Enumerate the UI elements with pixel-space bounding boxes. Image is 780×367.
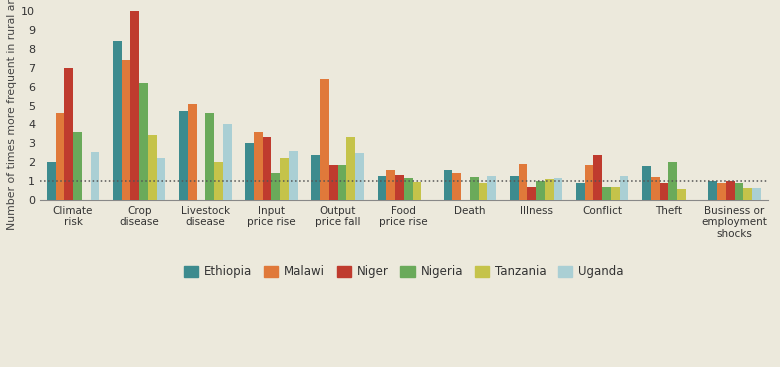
Bar bbox=[47, 162, 55, 200]
Bar bbox=[708, 181, 717, 200]
Y-axis label: Number of times more frequent in rural areas: Number of times more frequent in rural a… bbox=[7, 0, 17, 230]
Bar bbox=[311, 155, 320, 200]
Bar bbox=[725, 181, 735, 200]
Legend: Ethiopia, Malawi, Niger, Nigeria, Tanzania, Uganda: Ethiopia, Malawi, Niger, Nigeria, Tanzan… bbox=[179, 261, 629, 283]
Bar bbox=[271, 173, 280, 200]
Bar bbox=[735, 183, 743, 200]
Bar bbox=[122, 60, 130, 200]
Bar bbox=[320, 79, 329, 200]
Bar bbox=[576, 183, 585, 200]
Bar bbox=[743, 188, 752, 200]
Bar bbox=[113, 41, 122, 200]
Bar bbox=[338, 165, 346, 200]
Bar bbox=[139, 83, 148, 200]
Bar bbox=[413, 182, 421, 200]
Bar bbox=[536, 181, 545, 200]
Bar bbox=[289, 151, 298, 200]
Bar bbox=[355, 153, 364, 200]
Bar bbox=[73, 132, 82, 200]
Bar bbox=[280, 159, 289, 200]
Bar bbox=[677, 189, 686, 200]
Bar bbox=[510, 175, 519, 200]
Bar bbox=[55, 113, 64, 200]
Bar bbox=[717, 183, 725, 200]
Bar bbox=[329, 165, 338, 200]
Bar bbox=[554, 178, 562, 200]
Bar bbox=[585, 165, 594, 200]
Bar bbox=[148, 135, 157, 200]
Bar bbox=[188, 103, 197, 200]
Bar bbox=[254, 132, 263, 200]
Bar bbox=[64, 68, 73, 200]
Bar bbox=[157, 159, 165, 200]
Bar bbox=[668, 162, 677, 200]
Bar bbox=[602, 187, 611, 200]
Bar bbox=[346, 137, 355, 200]
Bar bbox=[651, 177, 660, 200]
Bar bbox=[642, 166, 651, 200]
Bar bbox=[620, 175, 629, 200]
Bar bbox=[611, 187, 620, 200]
Bar bbox=[545, 179, 554, 200]
Bar bbox=[594, 155, 602, 200]
Bar bbox=[130, 11, 139, 200]
Bar bbox=[214, 162, 223, 200]
Bar bbox=[479, 183, 488, 200]
Bar bbox=[90, 152, 99, 200]
Bar bbox=[444, 170, 452, 200]
Bar bbox=[470, 177, 479, 200]
Bar bbox=[386, 170, 395, 200]
Bar bbox=[395, 175, 404, 200]
Bar bbox=[378, 175, 386, 200]
Bar bbox=[263, 137, 271, 200]
Bar bbox=[488, 177, 496, 200]
Bar bbox=[527, 187, 536, 200]
Bar bbox=[179, 111, 188, 200]
Bar bbox=[404, 178, 413, 200]
Bar bbox=[660, 183, 668, 200]
Bar bbox=[752, 188, 760, 200]
Bar bbox=[205, 113, 214, 200]
Bar bbox=[245, 143, 254, 200]
Bar bbox=[519, 164, 527, 200]
Bar bbox=[452, 173, 461, 200]
Bar bbox=[223, 124, 232, 200]
